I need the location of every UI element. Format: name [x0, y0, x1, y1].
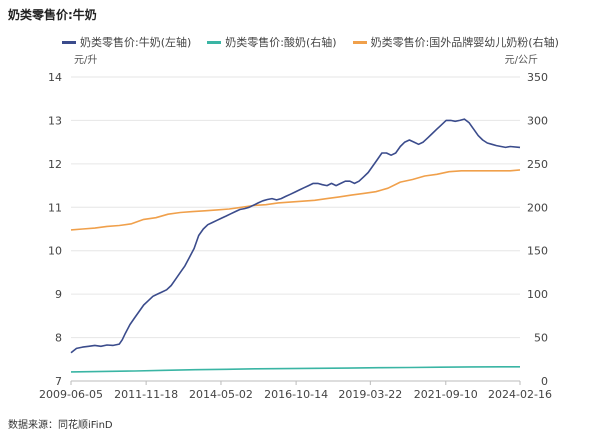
- left-tick-label: 13: [48, 114, 62, 127]
- right-tick-label: 0: [541, 375, 548, 388]
- left-tick-label: 10: [48, 245, 62, 258]
- legend-item-milk[interactable]: 奶类零售价:牛奶(左轴): [62, 34, 191, 50]
- left-axis-unit: 元/升: [74, 55, 98, 66]
- legend: 奶类零售价:牛奶(左轴) 奶类零售价:酸奶(右轴) 奶类零售价:国外品牌婴幼儿奶…: [62, 34, 575, 50]
- left-tick-label: 9: [55, 288, 62, 301]
- series-line-formula: [70, 169, 521, 231]
- legend-swatch-formula: [352, 40, 367, 44]
- x-tick-label: 2019-03-22: [338, 388, 402, 401]
- x-tick-label: 2016-10-14: [264, 388, 328, 401]
- right-tick-label: 150: [527, 245, 548, 258]
- left-tick-label: 11: [48, 201, 62, 214]
- right-axis-unit: 元/公斤: [504, 55, 538, 66]
- data-source: 数据来源：同花顺iFinD: [8, 420, 113, 431]
- left-tick-label: 8: [55, 332, 62, 345]
- left-tick-label: 14: [48, 71, 62, 84]
- right-tick-label: 200: [527, 201, 548, 214]
- left-tick-label: 12: [48, 158, 62, 171]
- right-tick-label: 50: [534, 332, 548, 345]
- legend-swatch-milk: [62, 40, 76, 44]
- x-tick-label: 2021-09-10: [414, 388, 478, 401]
- legend-label-formula: 奶类零售价:国外品牌婴幼儿奶粉(右轴): [370, 36, 559, 49]
- x-tick-label: 2009-06-05: [39, 388, 103, 401]
- right-tick-label: 350: [527, 71, 548, 84]
- legend-label-yogurt: 奶类零售价:酸奶(右轴): [225, 36, 337, 49]
- left-tick-label: 7: [55, 375, 62, 388]
- chart-title: 奶类零售价:牛奶: [8, 8, 97, 22]
- right-tick-label: 100: [527, 288, 548, 301]
- series-line-milk: [70, 118, 521, 354]
- x-tick-label: 2014-05-02: [189, 388, 253, 401]
- x-tick-label: 2024-02-16: [488, 388, 552, 401]
- series-line-yogurt: [70, 366, 520, 373]
- right-tick-label: 250: [527, 158, 548, 171]
- legend-swatch-yogurt: [207, 40, 222, 44]
- legend-label-milk: 奶类零售价:牛奶(左轴): [80, 36, 192, 49]
- legend-item-yogurt[interactable]: 奶类零售价:酸奶(右轴): [207, 34, 337, 50]
- x-tick-label: 2011-11-18: [114, 388, 178, 401]
- right-tick-label: 300: [527, 114, 548, 127]
- legend-item-formula[interactable]: 奶类零售价:国外品牌婴幼儿奶粉(右轴): [352, 34, 559, 50]
